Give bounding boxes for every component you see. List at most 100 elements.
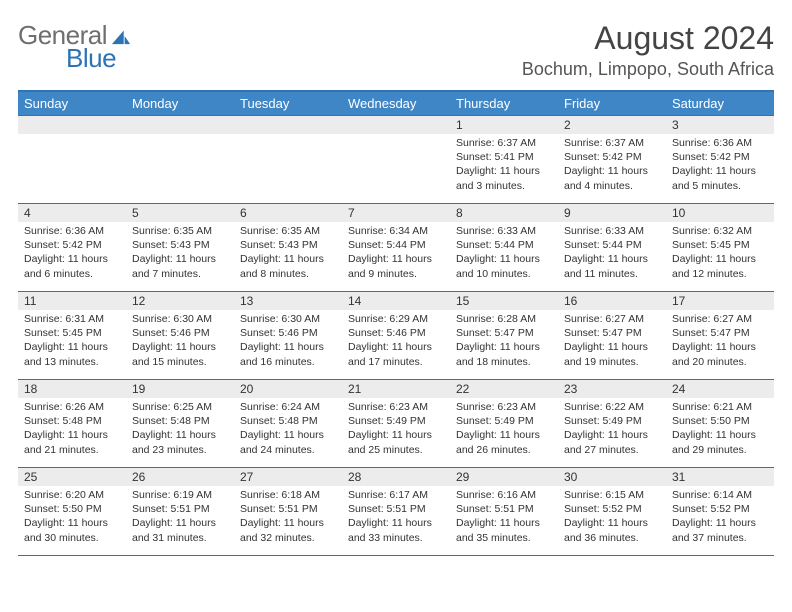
day-details: Sunrise: 6:37 AMSunset: 5:41 PMDaylight:… (450, 134, 558, 197)
calendar-day-cell: 23Sunrise: 6:22 AMSunset: 5:49 PMDayligh… (558, 380, 666, 468)
calendar-day-cell: 2Sunrise: 6:37 AMSunset: 5:42 PMDaylight… (558, 116, 666, 204)
day-number: 25 (18, 468, 126, 486)
calendar-day-cell: 25Sunrise: 6:20 AMSunset: 5:50 PMDayligh… (18, 468, 126, 556)
calendar-day-cell: 1Sunrise: 6:37 AMSunset: 5:41 PMDaylight… (450, 116, 558, 204)
logo-text-blue: Blue (66, 43, 116, 74)
day-number: 21 (342, 380, 450, 398)
day-details: Sunrise: 6:24 AMSunset: 5:48 PMDaylight:… (234, 398, 342, 461)
day-details: Sunrise: 6:33 AMSunset: 5:44 PMDaylight:… (450, 222, 558, 285)
calendar-day-cell (342, 116, 450, 204)
day-number: 7 (342, 204, 450, 222)
day-details: Sunrise: 6:30 AMSunset: 5:46 PMDaylight:… (234, 310, 342, 373)
weekday-header-row: SundayMondayTuesdayWednesdayThursdayFrid… (18, 91, 774, 116)
day-number: 4 (18, 204, 126, 222)
weekday-header: Saturday (666, 91, 774, 116)
day-number: 16 (558, 292, 666, 310)
weekday-header: Thursday (450, 91, 558, 116)
month-title: August 2024 (522, 20, 774, 57)
day-details: Sunrise: 6:18 AMSunset: 5:51 PMDaylight:… (234, 486, 342, 549)
calendar-day-cell: 30Sunrise: 6:15 AMSunset: 5:52 PMDayligh… (558, 468, 666, 556)
day-number: 14 (342, 292, 450, 310)
day-details: Sunrise: 6:34 AMSunset: 5:44 PMDaylight:… (342, 222, 450, 285)
calendar-week-row: 11Sunrise: 6:31 AMSunset: 5:45 PMDayligh… (18, 292, 774, 380)
day-number: 15 (450, 292, 558, 310)
calendar-day-cell: 6Sunrise: 6:35 AMSunset: 5:43 PMDaylight… (234, 204, 342, 292)
calendar-day-cell (126, 116, 234, 204)
day-details: Sunrise: 6:30 AMSunset: 5:46 PMDaylight:… (126, 310, 234, 373)
weekday-header: Sunday (18, 91, 126, 116)
weekday-header: Monday (126, 91, 234, 116)
day-number: 17 (666, 292, 774, 310)
day-number: 8 (450, 204, 558, 222)
calendar-day-cell: 24Sunrise: 6:21 AMSunset: 5:50 PMDayligh… (666, 380, 774, 468)
calendar-week-row: 4Sunrise: 6:36 AMSunset: 5:42 PMDaylight… (18, 204, 774, 292)
day-details: Sunrise: 6:20 AMSunset: 5:50 PMDaylight:… (18, 486, 126, 549)
day-number: 27 (234, 468, 342, 486)
calendar-day-cell: 11Sunrise: 6:31 AMSunset: 5:45 PMDayligh… (18, 292, 126, 380)
calendar-day-cell: 27Sunrise: 6:18 AMSunset: 5:51 PMDayligh… (234, 468, 342, 556)
day-details: Sunrise: 6:26 AMSunset: 5:48 PMDaylight:… (18, 398, 126, 461)
day-details: Sunrise: 6:15 AMSunset: 5:52 PMDaylight:… (558, 486, 666, 549)
day-details: Sunrise: 6:32 AMSunset: 5:45 PMDaylight:… (666, 222, 774, 285)
day-details: Sunrise: 6:35 AMSunset: 5:43 PMDaylight:… (126, 222, 234, 285)
day-number (18, 116, 126, 134)
header: GeneralBlue August 2024 Bochum, Limpopo,… (18, 20, 774, 80)
calendar-day-cell (18, 116, 126, 204)
day-number: 18 (18, 380, 126, 398)
day-details: Sunrise: 6:37 AMSunset: 5:42 PMDaylight:… (558, 134, 666, 197)
calendar-day-cell: 10Sunrise: 6:32 AMSunset: 5:45 PMDayligh… (666, 204, 774, 292)
weekday-header: Friday (558, 91, 666, 116)
day-details: Sunrise: 6:29 AMSunset: 5:46 PMDaylight:… (342, 310, 450, 373)
day-number: 2 (558, 116, 666, 134)
calendar-day-cell: 19Sunrise: 6:25 AMSunset: 5:48 PMDayligh… (126, 380, 234, 468)
day-details: Sunrise: 6:36 AMSunset: 5:42 PMDaylight:… (18, 222, 126, 285)
calendar-week-row: 1Sunrise: 6:37 AMSunset: 5:41 PMDaylight… (18, 116, 774, 204)
location-subtitle: Bochum, Limpopo, South Africa (522, 59, 774, 80)
day-details: Sunrise: 6:19 AMSunset: 5:51 PMDaylight:… (126, 486, 234, 549)
day-number (234, 116, 342, 134)
day-number: 23 (558, 380, 666, 398)
day-details: Sunrise: 6:27 AMSunset: 5:47 PMDaylight:… (558, 310, 666, 373)
calendar-day-cell: 7Sunrise: 6:34 AMSunset: 5:44 PMDaylight… (342, 204, 450, 292)
day-details: Sunrise: 6:35 AMSunset: 5:43 PMDaylight:… (234, 222, 342, 285)
calendar-day-cell: 14Sunrise: 6:29 AMSunset: 5:46 PMDayligh… (342, 292, 450, 380)
day-number: 12 (126, 292, 234, 310)
calendar-day-cell: 31Sunrise: 6:14 AMSunset: 5:52 PMDayligh… (666, 468, 774, 556)
day-number (342, 116, 450, 134)
calendar-day-cell: 26Sunrise: 6:19 AMSunset: 5:51 PMDayligh… (126, 468, 234, 556)
day-number: 26 (126, 468, 234, 486)
day-number: 1 (450, 116, 558, 134)
calendar-day-cell: 4Sunrise: 6:36 AMSunset: 5:42 PMDaylight… (18, 204, 126, 292)
calendar-day-cell: 20Sunrise: 6:24 AMSunset: 5:48 PMDayligh… (234, 380, 342, 468)
day-number: 6 (234, 204, 342, 222)
weekday-header: Wednesday (342, 91, 450, 116)
day-number (126, 116, 234, 134)
calendar-day-cell: 9Sunrise: 6:33 AMSunset: 5:44 PMDaylight… (558, 204, 666, 292)
calendar-day-cell: 22Sunrise: 6:23 AMSunset: 5:49 PMDayligh… (450, 380, 558, 468)
calendar-table: SundayMondayTuesdayWednesdayThursdayFrid… (18, 90, 774, 556)
day-details: Sunrise: 6:17 AMSunset: 5:51 PMDaylight:… (342, 486, 450, 549)
calendar-day-cell: 5Sunrise: 6:35 AMSunset: 5:43 PMDaylight… (126, 204, 234, 292)
calendar-day-cell (234, 116, 342, 204)
day-details: Sunrise: 6:23 AMSunset: 5:49 PMDaylight:… (342, 398, 450, 461)
calendar-day-cell: 8Sunrise: 6:33 AMSunset: 5:44 PMDaylight… (450, 204, 558, 292)
day-number: 20 (234, 380, 342, 398)
day-details: Sunrise: 6:36 AMSunset: 5:42 PMDaylight:… (666, 134, 774, 197)
day-details: Sunrise: 6:25 AMSunset: 5:48 PMDaylight:… (126, 398, 234, 461)
day-number: 10 (666, 204, 774, 222)
calendar-week-row: 18Sunrise: 6:26 AMSunset: 5:48 PMDayligh… (18, 380, 774, 468)
calendar-day-cell: 15Sunrise: 6:28 AMSunset: 5:47 PMDayligh… (450, 292, 558, 380)
day-number: 19 (126, 380, 234, 398)
day-number: 9 (558, 204, 666, 222)
day-number: 3 (666, 116, 774, 134)
title-block: August 2024 Bochum, Limpopo, South Afric… (522, 20, 774, 80)
calendar-day-cell: 13Sunrise: 6:30 AMSunset: 5:46 PMDayligh… (234, 292, 342, 380)
day-details: Sunrise: 6:33 AMSunset: 5:44 PMDaylight:… (558, 222, 666, 285)
calendar-day-cell: 21Sunrise: 6:23 AMSunset: 5:49 PMDayligh… (342, 380, 450, 468)
calendar-week-row: 25Sunrise: 6:20 AMSunset: 5:50 PMDayligh… (18, 468, 774, 556)
calendar-day-cell: 29Sunrise: 6:16 AMSunset: 5:51 PMDayligh… (450, 468, 558, 556)
calendar-day-cell: 3Sunrise: 6:36 AMSunset: 5:42 PMDaylight… (666, 116, 774, 204)
day-number: 13 (234, 292, 342, 310)
day-details: Sunrise: 6:27 AMSunset: 5:47 PMDaylight:… (666, 310, 774, 373)
day-number: 22 (450, 380, 558, 398)
